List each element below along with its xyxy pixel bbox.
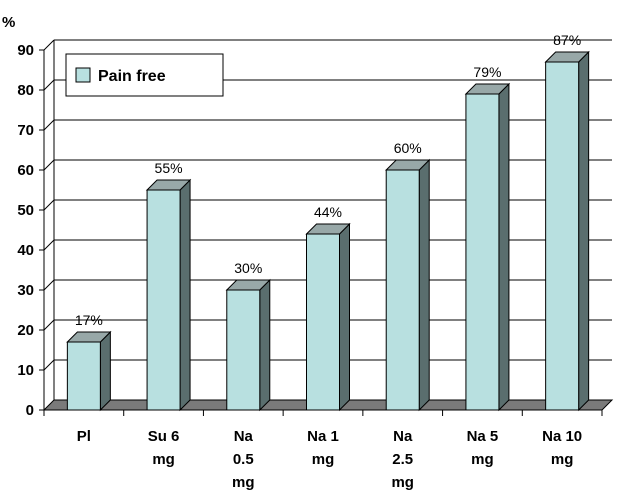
legend-label: Pain free [98,68,166,85]
y-tick-label: 80 [17,82,34,99]
data-label: 30% [234,260,262,276]
y-tick-label: 50 [17,202,34,219]
category-label-line: 2.5 [392,451,413,468]
category-label-line: Pl [77,428,91,445]
category-label-line: 0.5 [233,451,254,468]
bar-front [465,93,500,411]
legend: Pain free [65,53,224,97]
category-label-line: Na 5 [467,428,499,445]
gridline-depth [43,199,55,211]
legend-swatch [75,67,91,83]
category-label-line: mg [232,474,255,491]
bar [385,158,431,412]
bar-front [385,169,420,411]
category-label: Pl [77,428,91,445]
category-label: Na 5 mg [467,428,499,468]
y-axis-unit: % [2,14,15,31]
bar [225,278,271,412]
category-label-line: Na 10 [542,428,582,445]
bar-front [226,289,261,411]
category-label: Su 6 mg [148,428,180,468]
data-label: 44% [314,204,342,220]
y-tick-label: 20 [17,322,34,339]
bar-side [99,330,111,412]
category-label: Na 10 mg [542,428,582,468]
gridline-depth [43,239,55,251]
category-label: Na 2.5 mg [391,428,414,491]
bar-front [545,61,580,411]
y-tick-label: 30 [17,282,34,299]
category-label-line: mg [471,451,494,468]
data-label: 55% [155,160,183,176]
bar-front [66,341,101,411]
gridline-depth [43,359,55,371]
legend-box [65,53,224,97]
y-tick-label: 60 [17,162,34,179]
y-tick-label: 90 [17,42,34,59]
labels: 0 10 20 30 40 50 60 70 80 90 17% Pl 55% Su 6 mg 30% Na 0.… [17,32,582,491]
category-label: Na 0.5 mg [232,428,255,491]
y-tick-label: 40 [17,242,34,259]
category-label-line: mg [312,451,335,468]
gridline-depth [43,319,55,331]
data-label: 87% [553,32,581,48]
category-label-line: Na [393,428,413,445]
bar [66,330,112,412]
category-label-line: mg [551,451,574,468]
gridline-depth [43,79,55,91]
data-label: 79% [473,64,501,80]
category-label-line: mg [391,474,414,491]
gridline-depth [43,279,55,291]
data-label: 17% [75,312,103,328]
bar-side [259,278,271,412]
bar-front [306,233,340,411]
bar-side [418,158,430,412]
bar [544,50,590,412]
gridline-depth [43,159,55,171]
bar [145,178,192,412]
y-tick-label: 70 [17,122,34,139]
y-tick-label: 0 [26,402,34,419]
bar-side [498,82,510,412]
category-label-line: Na [234,428,254,445]
bar-front [146,189,181,411]
gridline-depth [43,39,55,51]
bar [305,222,351,412]
gridline-depth [43,119,55,131]
category-label-line: Su 6 [148,428,180,445]
y-tick-label: 10 [17,362,34,379]
bar-side [339,222,350,412]
bar-side [179,178,191,412]
data-label: 60% [394,140,422,156]
category-label: Na 1 mg [307,428,339,468]
bar-side [578,50,590,412]
category-label-line: Na 1 [307,428,339,445]
category-label-line: mg [152,451,175,468]
bar [464,82,511,412]
bars [66,50,590,412]
